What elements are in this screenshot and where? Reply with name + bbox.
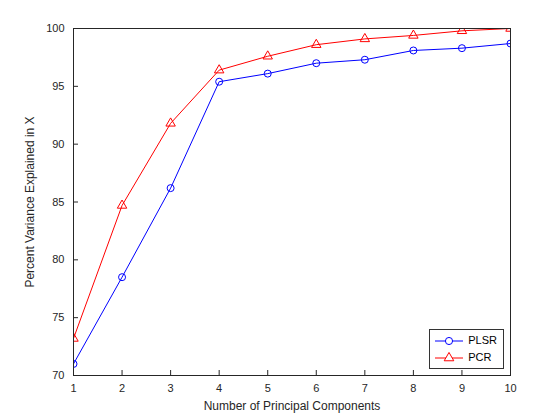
svg-text:2: 2 <box>119 382 125 394</box>
svg-text:7: 7 <box>362 382 368 394</box>
svg-text:4: 4 <box>216 382 222 394</box>
svg-text:70: 70 <box>52 369 64 381</box>
svg-text:Number of Principal Components: Number of Principal Components <box>204 399 381 413</box>
svg-text:75: 75 <box>52 311 64 323</box>
svg-text:100: 100 <box>46 22 64 34</box>
svg-text:95: 95 <box>52 80 64 92</box>
svg-text:90: 90 <box>52 138 64 150</box>
svg-text:85: 85 <box>52 196 64 208</box>
svg-text:3: 3 <box>168 382 174 394</box>
svg-text:Percent Variance Explained in: Percent Variance Explained in X <box>23 116 37 287</box>
svg-text:9: 9 <box>459 382 465 394</box>
svg-text:8: 8 <box>410 382 416 394</box>
svg-text:10: 10 <box>504 382 516 394</box>
svg-text:1: 1 <box>70 382 76 394</box>
svg-text:80: 80 <box>52 253 64 265</box>
svg-text:6: 6 <box>313 382 319 394</box>
html-text:PLSR: PLSR <box>468 334 497 346</box>
svg-text:5: 5 <box>265 382 271 394</box>
html-text:PCR: PCR <box>468 351 492 363</box>
